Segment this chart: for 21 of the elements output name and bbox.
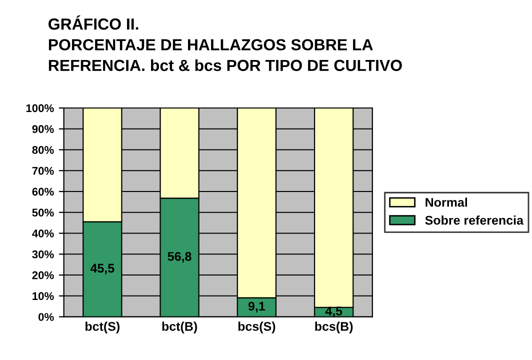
y-tick-label: 40%	[32, 230, 54, 238]
legend-label: Sobre referencia	[425, 216, 524, 225]
y-tick-label: 50%	[32, 208, 54, 217]
y-tick-label: 20%	[32, 271, 54, 280]
x-tick-label: bcs(S)	[238, 322, 276, 334]
chart-title: GRÁFICO II. PORCENTAJE DE HALLAZGOS SOBRE LA REFRENCIA. bct & bcs POR TIPO DE CULTIVO	[48, 15, 402, 72]
data-label: 45,5	[90, 264, 114, 274]
legend-label: Normal	[426, 198, 468, 207]
y-tick-label: 100%	[26, 104, 54, 112]
x-tick-label: bct(B)	[162, 322, 197, 334]
data-label: 56,8	[168, 252, 192, 263]
x-tick-label: bct(S)	[86, 322, 120, 334]
y-tick-label: 70%	[32, 166, 54, 175]
y-tick-label: 10%	[32, 292, 54, 300]
x-tick-label: bcs(B)	[315, 322, 353, 334]
y-tick-label: 60%	[32, 188, 54, 196]
data-label: 9,1	[248, 302, 266, 312]
y-tick-label: 90%	[32, 125, 54, 134]
y-tick-label: 80%	[32, 146, 54, 154]
y-tick-label: 0%	[38, 313, 54, 321]
y-tick-label: 30%	[32, 250, 54, 258]
